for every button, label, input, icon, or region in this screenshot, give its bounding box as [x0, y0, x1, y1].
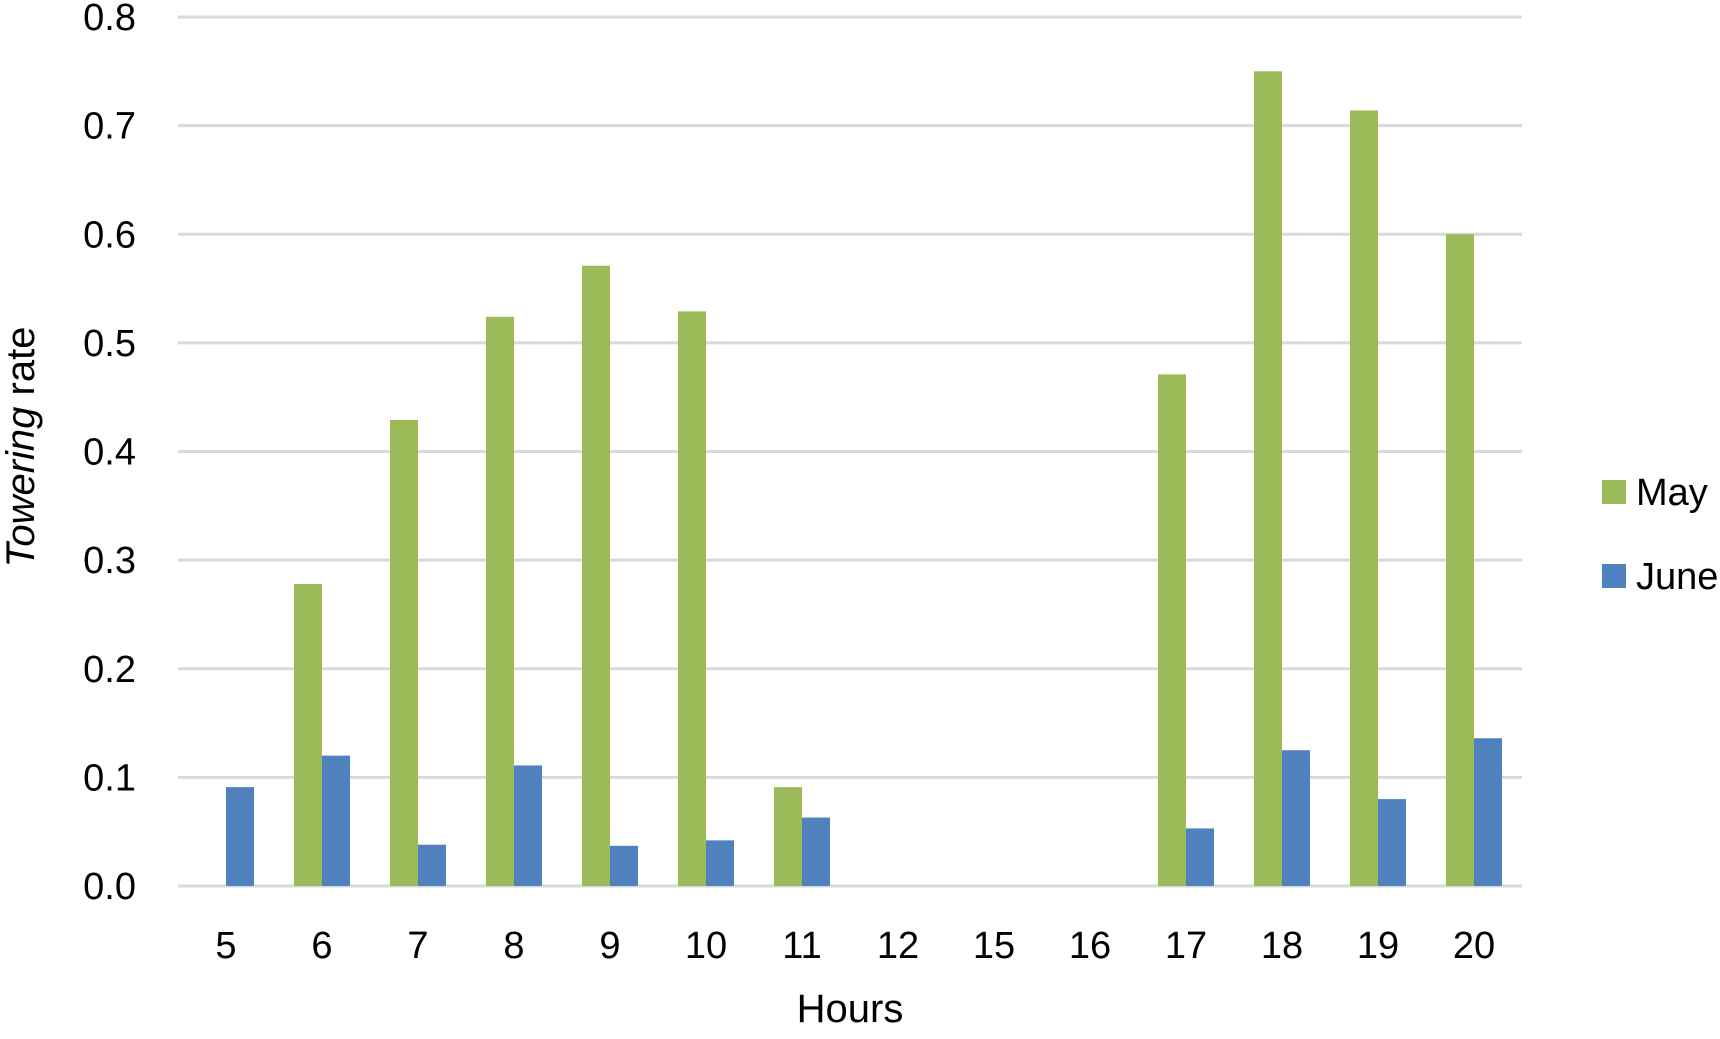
- bar-may-18: [1254, 71, 1282, 886]
- x-axis-ticks: 5 6 7 8 9 10 11 12 15 16 17 18 19 20: [215, 925, 1495, 967]
- bar-june-8: [514, 765, 542, 886]
- y-tick-label: 0.5: [83, 323, 136, 365]
- x-tick-label: 9: [599, 925, 620, 967]
- bar-june-5: [226, 787, 254, 886]
- bar-may-10: [678, 311, 706, 886]
- y-tick-label: 0.8: [83, 0, 136, 39]
- y-tick-label: 0.0: [83, 866, 136, 908]
- y-tick-label: 0.6: [83, 214, 136, 256]
- bar-may-7: [390, 419, 418, 886]
- y-axis-ticks: 0.0 0.1 0.2 0.3 0.4 0.5 0.6 0.7 0.8: [83, 0, 136, 908]
- legend-label-may: May: [1636, 472, 1708, 514]
- legend-swatch-may: [1602, 480, 1626, 504]
- x-tick-label: 15: [973, 925, 1015, 967]
- bar-june-6: [322, 755, 350, 886]
- legend: May June: [1602, 472, 1718, 598]
- bar-june-9: [610, 845, 638, 886]
- y-axis-title-italic: Towering: [0, 407, 43, 568]
- y-axis-title-rest: rate: [0, 327, 43, 407]
- bars: [226, 71, 1502, 887]
- x-tick-label: 8: [503, 925, 524, 967]
- x-tick-label: 18: [1261, 925, 1303, 967]
- x-tick-label: 17: [1165, 925, 1207, 967]
- bar-may-19: [1350, 110, 1378, 887]
- x-axis-title: Hours: [797, 987, 904, 1031]
- y-tick-label: 0.3: [83, 540, 136, 582]
- x-tick-label: 20: [1453, 925, 1495, 967]
- bar-may-9: [582, 265, 610, 887]
- x-tick-label: 11: [782, 925, 821, 967]
- bar-june-17: [1186, 828, 1214, 886]
- x-tick-label: 19: [1357, 925, 1399, 967]
- bar-june-20: [1474, 738, 1502, 886]
- x-tick-label: 7: [407, 925, 428, 967]
- x-tick-label: 16: [1069, 925, 1111, 967]
- bar-june-19: [1378, 799, 1406, 886]
- x-tick-label: 5: [215, 925, 236, 967]
- bar-may-8: [486, 316, 514, 886]
- y-tick-label: 0.4: [83, 432, 136, 474]
- bar-may-6: [294, 584, 322, 886]
- bar-june-10: [706, 840, 734, 886]
- legend-label-june: June: [1636, 556, 1718, 598]
- gridlines: [178, 15, 1522, 888]
- y-tick-label: 0.1: [83, 757, 136, 799]
- x-tick-label: 10: [685, 925, 727, 967]
- x-tick-label: 12: [877, 925, 919, 967]
- y-tick-label: 0.2: [83, 649, 136, 691]
- bar-may-17: [1158, 374, 1186, 886]
- bar-june-18: [1282, 750, 1310, 886]
- legend-swatch-june: [1602, 564, 1626, 588]
- x-tick-label: 6: [311, 925, 332, 967]
- bar-may-11: [774, 787, 802, 886]
- y-axis-title: Towering rate: [0, 327, 43, 568]
- bar-june-7: [418, 844, 446, 886]
- bar-june-11: [802, 817, 830, 886]
- y-tick-label: 0.7: [83, 106, 136, 148]
- bar-may-20: [1446, 234, 1474, 886]
